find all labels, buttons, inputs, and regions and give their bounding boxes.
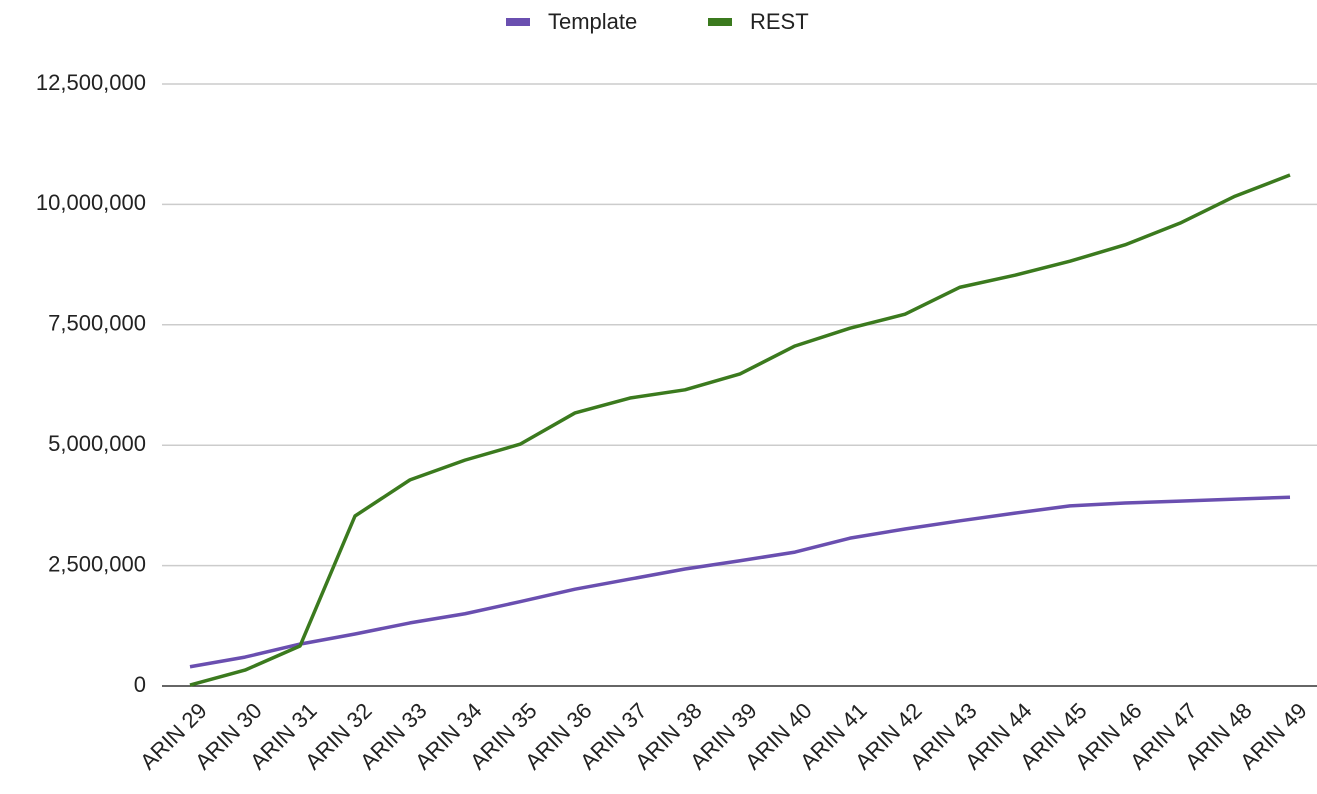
y-tick-label: 0	[134, 672, 146, 697]
y-tick-label: 2,500,000	[48, 551, 146, 576]
y-tick-label: 7,500,000	[48, 311, 146, 336]
legend-label: REST	[750, 9, 809, 34]
y-tick-label: 12,500,000	[36, 70, 146, 95]
legend-swatch	[506, 18, 530, 26]
y-tick-label: 10,000,000	[36, 190, 146, 215]
series-line	[189, 495, 1291, 669]
legend-label: Template	[548, 9, 637, 34]
legend-swatch	[708, 18, 732, 26]
y-tick-label: 5,000,000	[48, 431, 146, 456]
series-line	[189, 173, 1291, 687]
